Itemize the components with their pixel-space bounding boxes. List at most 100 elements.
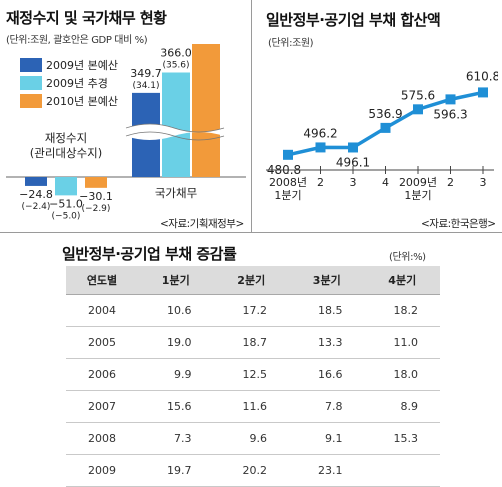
table-cell-year: 2005 [66,326,138,359]
table-cell-year: 2004 [66,294,138,327]
data-label: −30.1 [79,190,113,203]
table-cell-year: 2007 [66,390,138,423]
legend-label: 2009년 추경 [46,77,108,90]
table-header-cell: 2분기 [213,266,289,295]
right-chart-source: <자료:한국은행> [421,218,496,230]
table-cell: 7.3 [138,422,214,455]
data-point [445,94,456,105]
table-cell-year: 2006 [66,358,138,391]
legend-label: 2009년 본예산 [46,59,118,72]
table-header-cell: 1분기 [138,266,214,295]
legend-swatch [20,76,42,90]
table-row: 2006 9.9 12.5 16.6 18.0 [66,358,440,391]
x-tick-label: 2008년 [269,176,307,189]
data-label: 575.6 [401,88,435,102]
legend-swatch [20,94,42,108]
x-tick-label: 2 [447,176,454,189]
axis-break-line [125,131,225,141]
legend-swatch [20,58,42,72]
data-label: −24.8 [19,188,53,201]
bar-debt [162,72,190,177]
table-cell [364,454,440,487]
table-cell: 15.6 [138,390,214,423]
table-cell: 18.0 [364,358,440,391]
data-label-gdp: (35.6) [162,61,189,71]
table-row: 2005 19.0 18.7 13.3 11.0 [66,326,440,359]
data-label: 496.1 [336,155,370,169]
table-cell: 9.6 [213,422,289,455]
right-chart-title: 일반정부·공기업 부채 합산액 [266,11,441,29]
bar-balance [25,177,47,186]
table-cell: 8.9 [364,390,440,423]
table-header-row: 연도별 1분기 2분기 3분기 4분기 [66,266,440,295]
table-cell-year: 2009 [66,454,138,487]
panel-divider [251,0,252,232]
x-tick-label: 1분기 [404,189,431,202]
table-cell: 9.9 [138,358,214,391]
right-chart-unit: (단위:조원) [268,38,314,49]
legend-label: 2010년 본예산 [46,95,118,108]
data-label-gdp: (34.1) [132,81,159,91]
x-tick-label: 4 [382,176,389,189]
budget-debt-bar-chart: 2009년 본예산 2009년 추경 2010년 본예산 −24.8(−2.4)−51… [6,44,246,221]
x-tick-label: 3 [480,176,487,189]
left-chart-unit: (단위:조원, 괄호안은 GDP 대비 %) [6,35,148,46]
axis-break [126,124,224,140]
table-cell: 19.7 [138,454,214,487]
data-label: 596.3 [433,107,467,121]
data-label: 610.8 [466,69,498,83]
table-row: 2004 10.6 17.2 18.5 18.2 [66,294,440,327]
section-divider [0,232,502,233]
table-cell: 13.3 [289,326,365,359]
table-cell-year: 2008 [66,422,138,455]
table-cell: 9.1 [289,422,365,455]
data-point [315,142,326,153]
data-label: 349.7 [130,67,162,80]
table-cell: 18.5 [289,294,365,327]
x-tick-label: 2 [317,176,324,189]
table-cell: 7.8 [289,390,365,423]
table-cell: 20.2 [213,454,289,487]
table-cell: 16.6 [289,358,365,391]
left-chart-source: <자료:기획재정부> [160,218,244,230]
data-label: 536.9 [368,107,402,121]
table-header-cell: 3분기 [289,266,365,295]
table-header-cell: 4분기 [364,266,440,295]
data-point [348,142,358,153]
table-cell: 18.7 [213,326,289,359]
category-label: 국가채무 [155,186,197,200]
category-label: (관리대상수지) [30,146,102,160]
data-label-gdp: (−5.0) [52,211,81,221]
data-point [380,122,391,133]
data-label: 496.2 [303,126,337,140]
table-cell: 10.6 [138,294,214,327]
data-label: −51.0 [49,197,83,210]
table-title: 일반정부·공기업 부채 증감률 [62,245,237,263]
data-label: 366.0 [160,47,192,60]
data-label-gdp: (−2.9) [82,204,111,214]
category-label: 재정수지 [45,131,87,145]
data-label-gdp: (−2.4) [22,202,51,212]
table-row: 2008 7.3 9.6 9.1 15.3 [66,422,440,455]
bar-balance [55,177,77,196]
data-point [413,104,423,115]
table-cell: 11.6 [213,390,289,423]
table-cell: 11.0 [364,326,440,359]
bar-balance [85,177,107,188]
axis-break-line [125,123,225,133]
table-unit: (단위:%) [389,252,426,263]
table-header-cell: 연도별 [66,266,138,295]
bar-debt [192,44,220,177]
table-cell: 18.2 [364,294,440,327]
table-cell: 12.5 [213,358,289,391]
table-cell: 15.3 [364,422,440,455]
table-row: 2007 15.6 11.6 7.8 8.9 [66,390,440,423]
debt-total-line-chart: 480.8496.2496.1536.9575.6596.3610.82008년… [266,69,498,202]
table-cell: 23.1 [289,454,365,487]
debt-growth-table: 연도별 1분기 2분기 3분기 4분기 2004 10.6 17.2 18.5 … [66,266,440,487]
data-point [283,149,293,160]
x-tick-label: 2009년 [399,176,437,189]
table-cell: 19.0 [138,326,214,359]
table-cell: 17.2 [213,294,289,327]
data-point [478,87,488,98]
